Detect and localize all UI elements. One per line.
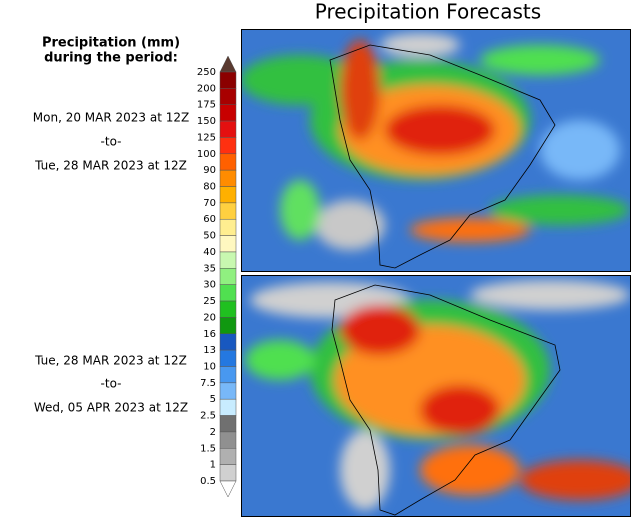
colorbar-label: 125	[197, 132, 216, 143]
title: Precipitation Forecasts	[315, 0, 541, 24]
period-separator: -to-	[101, 377, 122, 391]
colorbar-segment	[219, 366, 237, 384]
period-start: Mon, 20 MAR 2023 at 12Z	[33, 111, 189, 125]
colorbar-segment	[219, 71, 237, 89]
colorbar-segment	[219, 186, 237, 204]
colorbar-segment	[219, 104, 237, 122]
legend-title: Precipitation (mm)	[42, 36, 180, 51]
colorbar-label: 175	[197, 100, 216, 111]
colorbar-label: 25	[203, 296, 216, 307]
colorbar-segment	[219, 398, 237, 416]
period-separator: -to-	[101, 135, 122, 149]
colorbar-label: 250	[197, 67, 216, 78]
colorbar-segment	[219, 382, 237, 400]
colorbar-segment	[219, 235, 237, 253]
colorbar-segment	[219, 169, 237, 187]
colorbar-arrow	[219, 480, 237, 498]
period-end: Wed, 05 APR 2023 at 12Z	[34, 401, 188, 415]
colorbar-segment	[219, 300, 237, 318]
colorbar-segment	[219, 464, 237, 482]
period-end: Tue, 28 MAR 2023 at 12Z	[34, 159, 187, 173]
colorbar-label: 70	[203, 198, 216, 209]
colorbar-segment	[219, 448, 237, 465]
colorbar: 2502001751501251009080706050403530252016…	[197, 55, 237, 498]
colorbar-label: 13	[203, 345, 216, 356]
colorbar-segment	[219, 88, 237, 105]
colorbar-segment	[219, 284, 237, 302]
colorbar-label: 1.5	[200, 443, 216, 454]
colorbar-label: 10	[203, 361, 216, 372]
colorbar-label: 5	[210, 394, 216, 405]
colorbar-segment	[219, 120, 237, 138]
colorbar-segment	[219, 431, 237, 449]
colorbar-label: 40	[203, 247, 216, 258]
colorbar-segment	[219, 268, 237, 285]
map-frame	[241, 275, 631, 517]
colorbar-label: 1	[210, 460, 216, 471]
colorbar-label: 50	[203, 231, 216, 242]
colorbar-segment	[219, 153, 237, 171]
colorbar-label: 30	[203, 280, 216, 291]
colorbar-label: 150	[197, 116, 216, 127]
colorbar-segment	[219, 251, 237, 269]
colorbar-segment	[219, 218, 237, 236]
legend-title: during the period:	[44, 51, 178, 66]
colorbar-label: 35	[203, 263, 216, 274]
colorbar-arrow	[219, 55, 237, 73]
period-start: Tue, 28 MAR 2023 at 12Z	[34, 354, 187, 368]
colorbar-label: 200	[197, 83, 216, 94]
colorbar-label: 7.5	[200, 378, 216, 389]
colorbar-label: 16	[203, 329, 216, 340]
colorbar-segment	[219, 333, 237, 351]
colorbar-label: 90	[203, 165, 216, 176]
map-frame	[241, 29, 631, 272]
colorbar-segment	[219, 317, 237, 335]
map-panel	[242, 30, 630, 271]
colorbar-label: 20	[203, 312, 216, 323]
colorbar-label: 60	[203, 214, 216, 225]
map-panel	[242, 276, 630, 516]
colorbar-segment	[219, 137, 237, 155]
colorbar-segment	[219, 202, 237, 220]
colorbar-label: 100	[197, 149, 216, 160]
colorbar-segment	[219, 415, 237, 433]
colorbar-label: 2	[210, 427, 216, 438]
colorbar-label: 80	[203, 182, 216, 193]
colorbar-segment	[219, 349, 237, 367]
colorbar-label: 2.5	[200, 411, 216, 422]
colorbar-label: 0.5	[200, 476, 216, 487]
